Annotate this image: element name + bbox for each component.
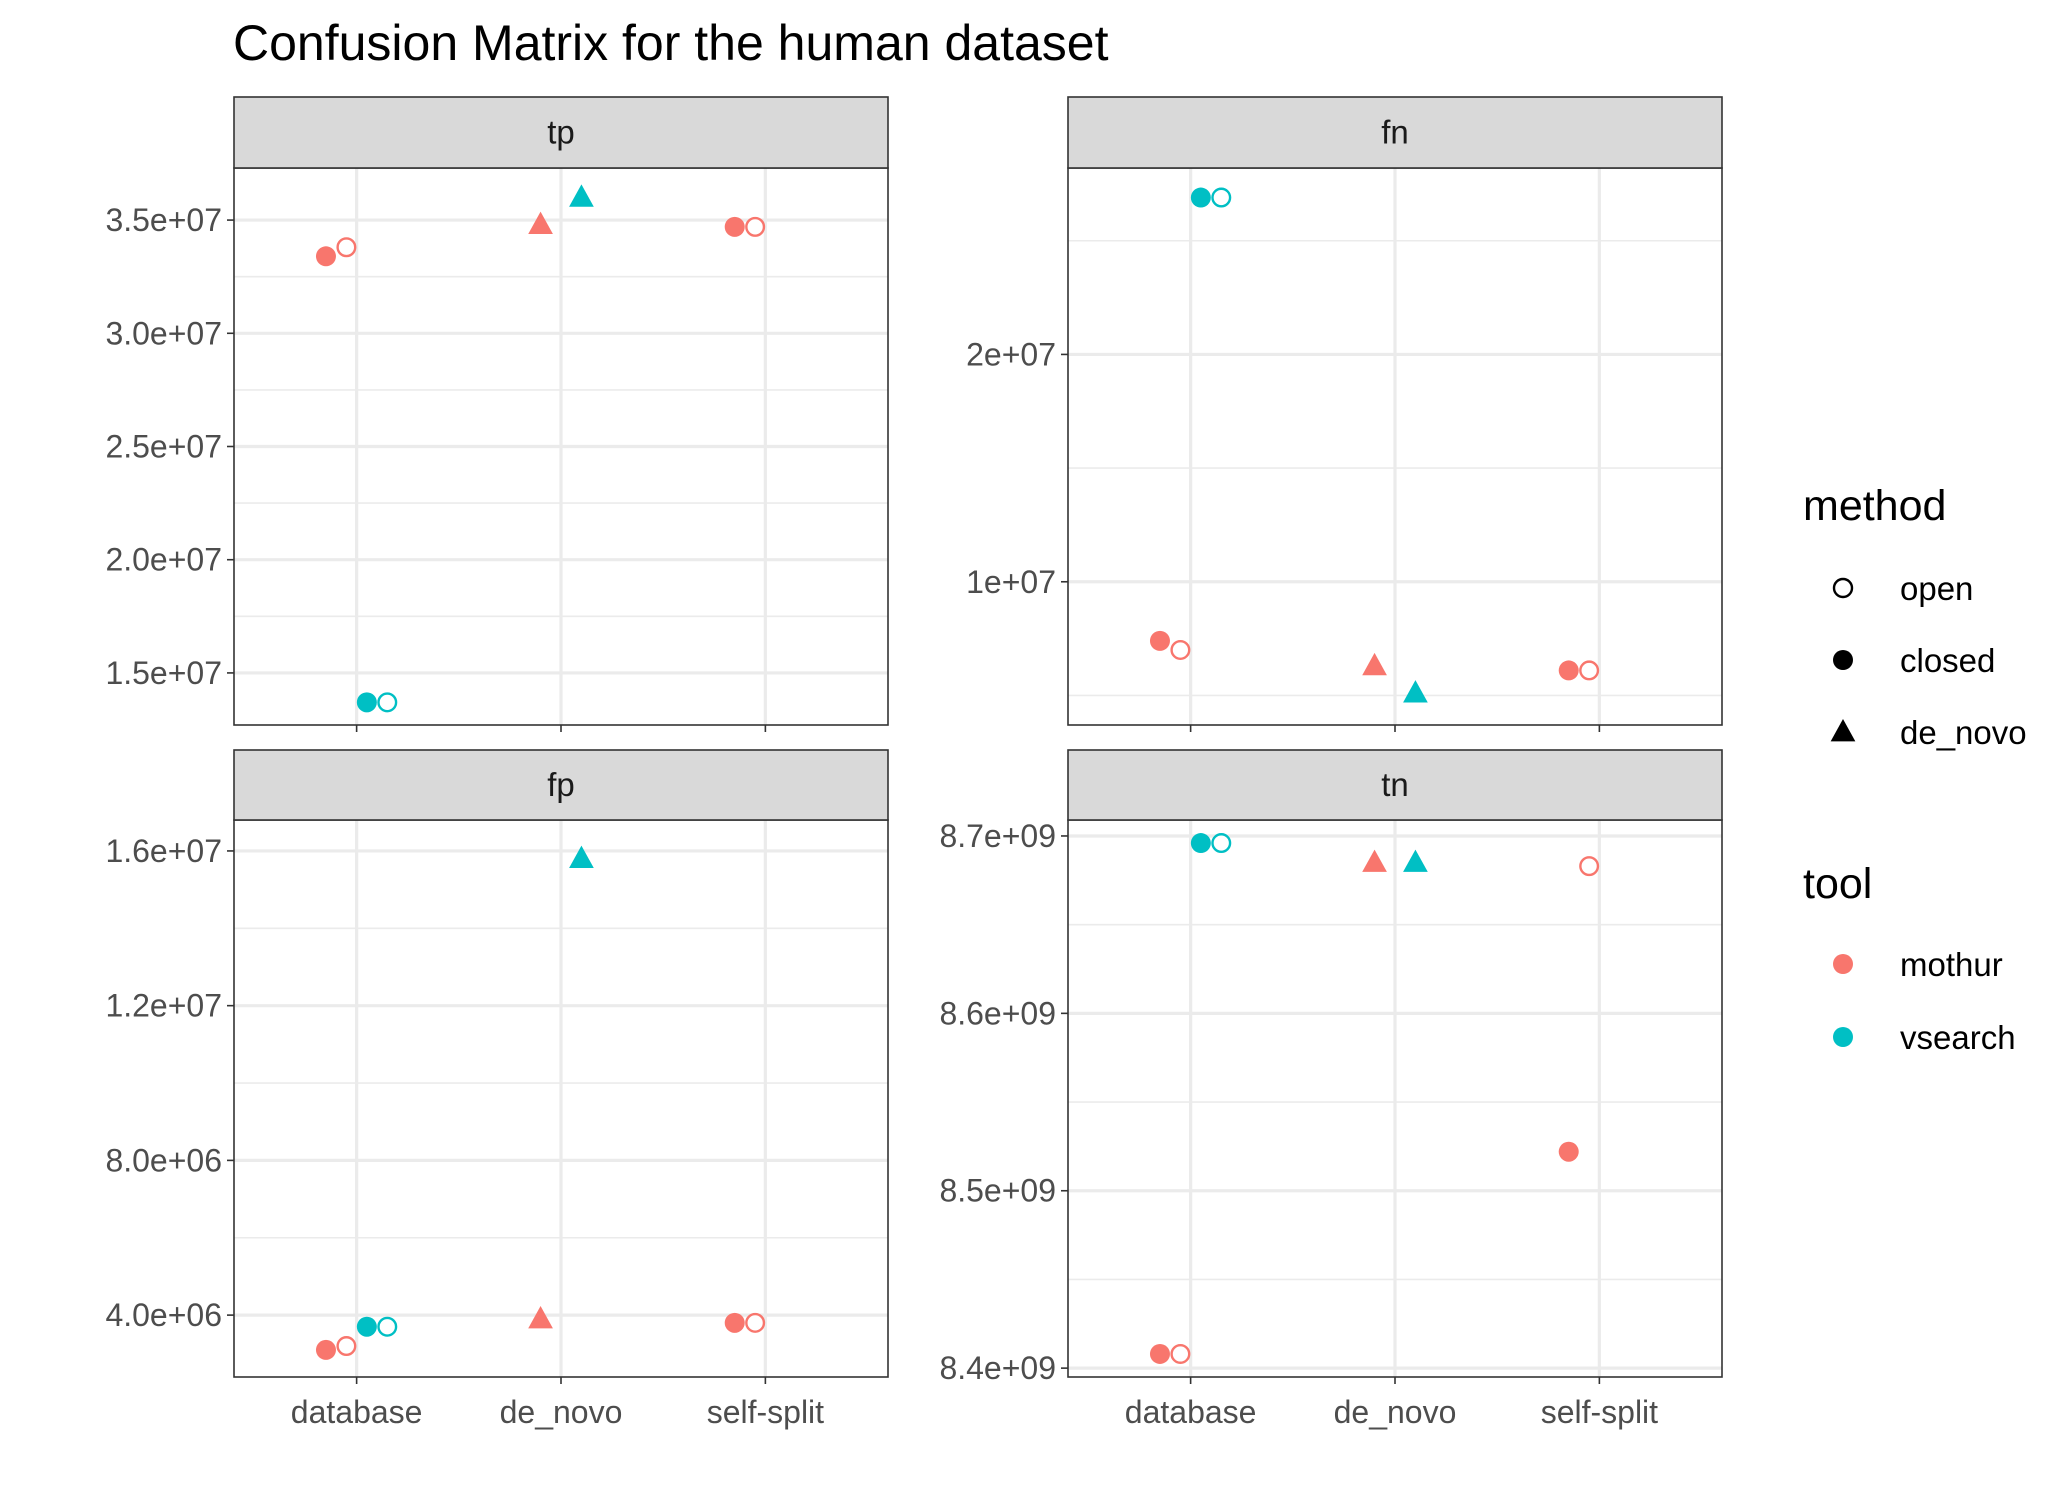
point-database-mothur-closed: [1149, 630, 1170, 651]
x-tick-label: self-split: [1541, 1394, 1658, 1430]
x-tick-label: self-split: [707, 1394, 824, 1430]
y-tick-label: 1e+07: [966, 564, 1056, 600]
y-tick-label: 8.6e+09: [939, 995, 1056, 1031]
point-self-split-mothur-closed: [724, 1312, 745, 1333]
legend-key-closed: [1833, 650, 1853, 670]
point-self-split-mothur-open: [1579, 660, 1600, 681]
point-database-vsearch-closed: [1190, 187, 1211, 208]
point-database-vsearch-closed: [356, 1316, 377, 1337]
x-tick-label: de_novo: [500, 1394, 623, 1430]
point-database-vsearch-closed: [356, 692, 377, 713]
y-tick-label: 2.5e+07: [105, 429, 222, 465]
panel-tn: tn 8.4e+09 8.5e+09 8.6e+09 8.7e+09 database de…: [939, 749, 1723, 1430]
y-tick-label: 8.0e+06: [105, 1142, 222, 1178]
legend-label-open: open: [1900, 570, 1973, 607]
point-database-mothur-open: [1170, 639, 1191, 660]
x-tick-label: database: [291, 1394, 423, 1430]
panel-tp: tp 1.5e+07 2.0e+07 2.5e+07 3.0e+07 3.5e+07: [105, 96, 889, 732]
y-tick-label: 3.0e+07: [105, 315, 222, 351]
y-tick-label: 1.5e+07: [105, 655, 222, 691]
point-database-mothur-closed: [1149, 1343, 1170, 1364]
point-de_novo-vsearch-de_novo: [1403, 680, 1428, 703]
panel-fn: fn 1e+07 2e+07: [966, 96, 1723, 732]
point-database-mothur-open: [1170, 1343, 1191, 1364]
y-tick-label: 8.5e+09: [939, 1173, 1056, 1209]
y-tick-label: 1.2e+07: [105, 988, 222, 1024]
point-self-split-mothur-closed: [1558, 660, 1579, 681]
facet-strip-label: tp: [547, 114, 575, 151]
y-tick-label: 2.0e+07: [105, 542, 222, 578]
point-self-split-mothur-open: [1579, 856, 1600, 877]
point-database-mothur-open: [336, 1336, 357, 1357]
facet-strip: [233, 96, 889, 169]
point-database-vsearch-open: [377, 692, 398, 713]
point-database-vsearch-closed: [1190, 833, 1211, 854]
point-self-split-mothur-closed: [1558, 1141, 1579, 1162]
legend-label-mothur: mothur: [1900, 946, 2003, 983]
facet-strip-label: tn: [1381, 766, 1409, 803]
legend-key-vsearch: [1833, 1027, 1853, 1047]
y-tick-label: 4.0e+06: [105, 1297, 222, 1333]
y-tick-label: 1.6e+07: [105, 833, 222, 869]
point-database-mothur-closed: [315, 1339, 336, 1360]
point-database-mothur-open: [336, 237, 357, 258]
y-tick-label: 3.5e+07: [105, 202, 222, 238]
point-de_novo-mothur-de_novo: [528, 1305, 553, 1329]
facet-strip-label: fp: [547, 766, 575, 803]
facet-strip: [1067, 96, 1723, 169]
point-self-split-mothur-open: [745, 216, 766, 237]
facet-strip: [1067, 749, 1723, 821]
legend-label-de_novo: de_novo: [1900, 714, 2027, 751]
chart-title: Confusion Matrix for the human dataset: [233, 15, 1109, 71]
legend-key-mothur: [1833, 954, 1853, 974]
legend-key-de-novo: [1830, 719, 1856, 742]
legend-key-open: [1832, 577, 1854, 599]
point-de_novo-vsearch-de_novo: [569, 845, 594, 869]
point-de_novo-mothur-de_novo: [1362, 652, 1387, 676]
legend-method-title: method: [1803, 482, 1946, 530]
point-de_novo-mothur-de_novo: [1362, 849, 1387, 872]
facet-strip-label: fn: [1381, 114, 1409, 151]
point-database-vsearch-open: [1211, 187, 1232, 208]
y-tick-label: 8.7e+09: [939, 818, 1056, 854]
point-de_novo-vsearch-de_novo: [569, 184, 594, 207]
facet-panels: tp 1.5e+07 2.0e+07 2.5e+07 3.0e+07 3.5e+07 fn 1…: [105, 96, 1723, 1430]
legend-label-vsearch: vsearch: [1900, 1019, 2016, 1056]
panel-fp: fp 4.0e+06 8.0e+06 1.2e+07 1.6e+07 database de…: [105, 749, 889, 1430]
legend-label-closed: closed: [1900, 642, 1995, 679]
x-tick-label: de_novo: [1334, 1394, 1457, 1430]
point-database-vsearch-open: [1211, 833, 1232, 854]
x-tick-label: database: [1125, 1394, 1257, 1430]
point-database-vsearch-open: [377, 1316, 398, 1337]
y-tick-label: 8.4e+09: [939, 1350, 1056, 1386]
point-de_novo-vsearch-de_novo: [1403, 849, 1428, 872]
y-tick-label: 2e+07: [966, 336, 1056, 372]
facet-strip: [233, 749, 889, 821]
point-database-mothur-closed: [315, 246, 336, 267]
legend-tool-title: tool: [1803, 860, 1872, 908]
point-self-split-mothur-closed: [724, 216, 745, 237]
point-de_novo-mothur-de_novo: [528, 211, 553, 234]
point-self-split-mothur-open: [745, 1312, 766, 1333]
